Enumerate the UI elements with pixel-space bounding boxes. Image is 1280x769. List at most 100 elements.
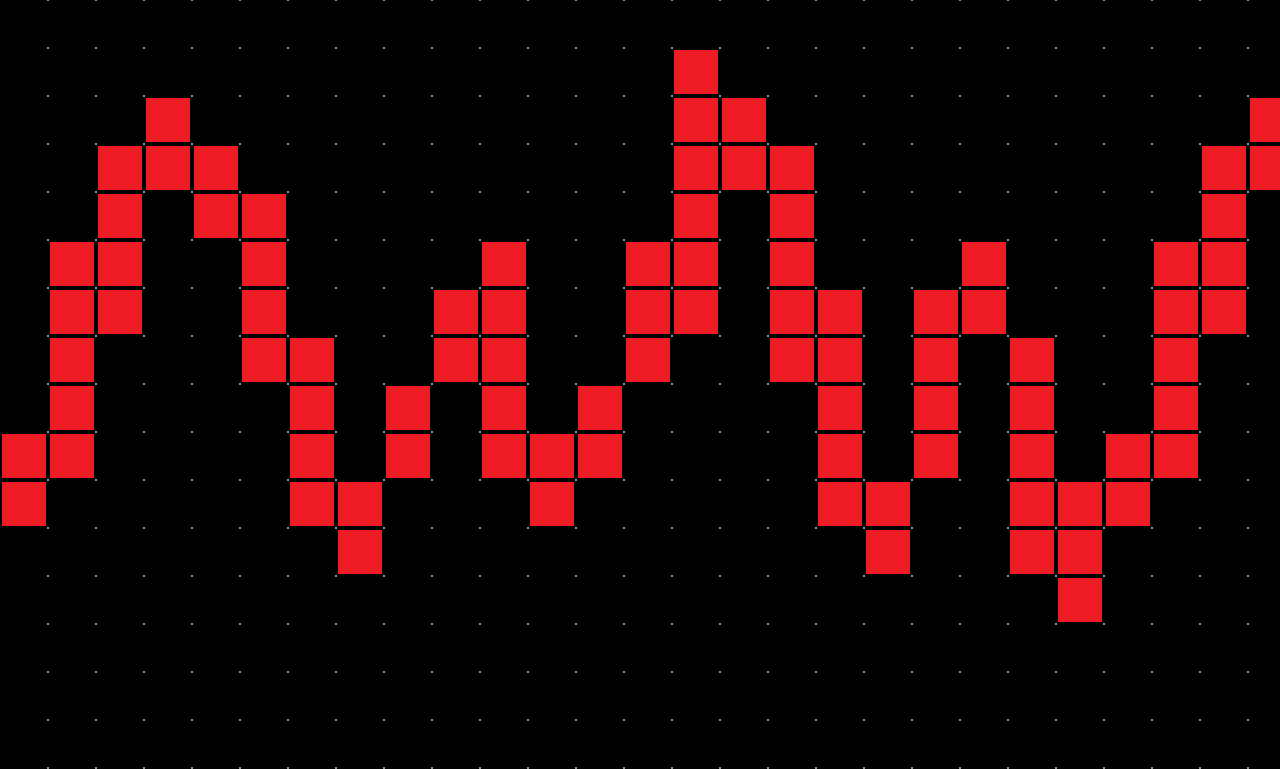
grid-dot [479,527,481,529]
wave-cell [1010,530,1054,574]
grid-dot [815,623,817,625]
grid-dot [1007,191,1009,193]
grid-dot [1247,143,1249,145]
grid-dot [527,47,529,49]
grid-dot [1103,95,1105,97]
grid-dot [623,479,625,481]
grid-dot [671,47,673,49]
grid-dot [1055,527,1057,529]
grid-dot [239,239,241,241]
grid-dot [1247,575,1249,577]
grid-dot [767,95,769,97]
wave-cell [290,482,334,526]
grid-dot [431,671,433,673]
grid-dot [47,191,49,193]
grid-dot [959,671,961,673]
grid-dot [95,0,97,1]
grid-dot [527,719,529,721]
grid-dot [47,287,49,289]
grid-dot [863,191,865,193]
wave-cell [1010,482,1054,526]
wave-cell [818,386,862,430]
grid-dot [47,575,49,577]
grid-dot [575,239,577,241]
grid-dot [623,47,625,49]
grid-dot [1199,527,1201,529]
grid-dot [623,191,625,193]
grid-dot [383,623,385,625]
grid-dot [671,671,673,673]
grid-dot [1199,335,1201,337]
wave-cell [242,290,286,334]
wave-cell [290,338,334,382]
grid-dot [1151,623,1153,625]
grid-dot [287,431,289,433]
grid-dot [287,383,289,385]
grid-dot [47,143,49,145]
grid-dot [47,479,49,481]
grid-dot [1103,143,1105,145]
grid-dot [719,0,721,1]
grid-dot [287,527,289,529]
grid-dot [335,0,337,1]
grid-dot [143,239,145,241]
grid-dot [575,575,577,577]
grid-dot [671,95,673,97]
grid-dot [239,431,241,433]
grid-dot [815,95,817,97]
grid-dot [1199,47,1201,49]
grid-dot [863,335,865,337]
grid-dot [575,671,577,673]
grid-dot [1247,0,1249,1]
grid-dot [479,479,481,481]
grid-dot [575,191,577,193]
wave-cell [338,530,382,574]
grid-dot [1103,239,1105,241]
grid-dot [863,95,865,97]
grid-dot [431,143,433,145]
grid-dot [1103,287,1105,289]
grid-dot [431,287,433,289]
grid-dot [863,383,865,385]
grid-dot [959,95,961,97]
grid-dot [1055,479,1057,481]
grid-dot [95,671,97,673]
wave-cell [914,434,958,478]
grid-dot [815,191,817,193]
grid-dot [527,287,529,289]
wave-cell [866,530,910,574]
grid-dot [959,623,961,625]
wave-cell [1106,434,1150,478]
grid-dot [191,335,193,337]
grid-dot [1103,719,1105,721]
wave-cell [1010,386,1054,430]
wave-cell [482,386,526,430]
grid-dot [815,0,817,1]
wave-cell [530,434,574,478]
wave-cell [386,434,430,478]
grid-dot [671,479,673,481]
grid-dot [1103,431,1105,433]
grid-dot [143,431,145,433]
grid-dot [575,0,577,1]
grid-dot [383,527,385,529]
grid-dot [287,239,289,241]
wave-cell [1250,146,1280,190]
grid-dot [671,431,673,433]
grid-dot [527,527,529,529]
wave-cell [1154,386,1198,430]
grid-dot [1055,335,1057,337]
grid-dot [287,47,289,49]
wave-cell [530,482,574,526]
grid-dot [575,527,577,529]
grid-dot [143,671,145,673]
grid-dot [239,47,241,49]
grid-dot [47,239,49,241]
grid-dot [1247,623,1249,625]
grid-dot [911,95,913,97]
grid-dot [95,431,97,433]
grid-dot [47,47,49,49]
grid-dot [575,431,577,433]
grid-dot [47,0,49,1]
grid-dot [623,335,625,337]
